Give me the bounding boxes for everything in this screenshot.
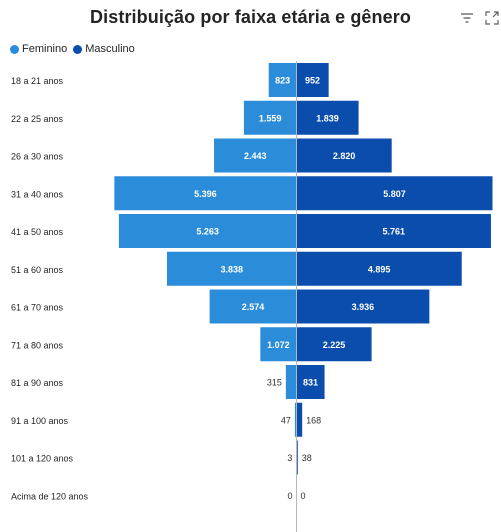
y-axis-tick-label: 51 a 60 anos [11,265,64,275]
chart-title: Distribuição por faixa etária e gênero [90,7,411,27]
data-label-feminino: 2.443 [244,151,267,161]
data-label-masculino: 2.225 [323,340,346,350]
data-label-feminino: 3.838 [220,264,243,274]
data-label-masculino: 831 [303,378,318,388]
y-axis-tick-label: 31 a 40 anos [11,189,64,199]
y-axis-tick-label: 61 a 70 anos [11,303,64,313]
legend-swatch-masculino [73,44,83,54]
bar-masculino [296,327,372,362]
data-label-masculino: 38 [302,453,312,463]
bar-masculino [296,402,303,437]
focus-mode-icon[interactable] [484,10,500,26]
data-label-masculino: 952 [305,76,320,86]
legend-item-feminino[interactable]: Feminino [10,43,67,55]
bar-feminino [268,63,297,97]
data-label-feminino: 5.263 [196,227,219,237]
data-label-feminino: 0 [287,491,292,501]
bar-masculino [296,100,359,135]
data-label-masculino: 0 [301,491,306,501]
legend-label-masculino: Masculino [85,43,135,55]
data-label-feminino: 3 [287,453,292,463]
bar-feminino [166,251,297,286]
data-label-feminino: 2.574 [242,302,265,312]
y-axis-tick-label: 41 a 50 anos [11,227,64,237]
data-label-feminino: 5.396 [194,189,217,199]
data-label-feminino: 1.559 [259,113,282,123]
bar-masculino [296,289,430,324]
y-axis-tick-label: 101 a 120 anos [11,454,74,464]
legend-swatch-feminino [10,44,19,54]
y-axis-tick-label: 71 a 80 anos [11,340,64,350]
data-label-masculino: 168 [306,415,321,425]
data-label-masculino: 1.839 [316,113,339,123]
bar-feminino [214,138,297,173]
data-label-masculino: 5.807 [383,189,406,199]
data-label-masculino: 4.895 [368,264,391,274]
bar-masculino [296,365,325,399]
data-label-feminino: 823 [275,76,290,86]
y-axis-tick-label: 81 a 90 anos [11,378,64,388]
y-axis-tick-label: 22 a 25 anos [11,114,64,124]
data-label-masculino: 2.820 [333,151,356,161]
y-axis-tick-label: 91 a 100 anos [11,416,69,426]
data-label-masculino: 5.761 [382,227,405,237]
bar-masculino [296,214,491,248]
bar-masculino [296,176,493,211]
bar-feminino [114,176,297,211]
bar-masculino [296,251,462,286]
bar-masculino [296,440,298,475]
bar-feminino [118,214,297,248]
data-label-feminino: 1.072 [267,340,290,350]
bar-masculino [296,138,392,173]
data-label-feminino: 47 [281,415,291,425]
bar-masculino [296,63,329,97]
y-axis-tick-label: 18 a 21 anos [11,76,64,86]
data-label-feminino: 315 [267,378,282,388]
data-label-masculino: 3.936 [352,302,375,312]
bar-feminino [243,100,297,135]
bar-feminino [294,402,297,437]
bar-feminino [209,289,297,324]
chart-legend: Feminino Masculino [10,43,141,55]
legend-label-feminino: Feminino [22,43,68,55]
y-axis-tick-label: Acima de 120 anos [11,491,89,501]
bar-feminino [260,327,297,362]
legend-item-masculino[interactable]: Masculino [73,43,135,55]
bar-feminino [285,365,297,399]
y-axis-tick-label: 26 a 30 anos [11,152,64,162]
filter-icon[interactable] [459,10,475,26]
